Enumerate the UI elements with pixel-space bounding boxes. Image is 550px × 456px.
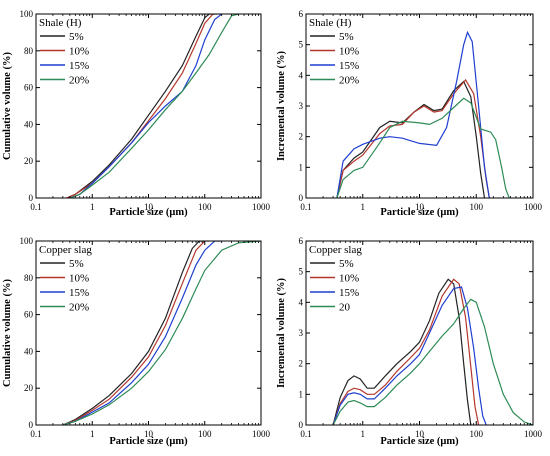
series-line-15pct <box>69 14 223 198</box>
y-tick-label: 60 <box>24 310 34 320</box>
x-tick-label: 1000 <box>524 429 543 439</box>
y-tick-label: 5 <box>299 267 304 277</box>
y-tick-label: 3 <box>299 101 304 111</box>
series-line-10pct <box>332 278 480 425</box>
y-tick-label: 2 <box>299 132 304 142</box>
y-tick-label: 100 <box>20 236 34 246</box>
legend-label: 5% <box>339 31 354 43</box>
legend-label: 20 <box>339 302 351 314</box>
series-line-15pct <box>336 30 490 198</box>
y-tick-label: 0 <box>29 193 34 203</box>
x-tick-label: 1000 <box>524 202 543 212</box>
y-tick-label: 6 <box>299 9 304 19</box>
x-tick-label: 100 <box>198 429 212 439</box>
series-line-15pct <box>332 286 487 425</box>
y-tick-label: 5 <box>299 40 304 50</box>
legend-title: Copper slag <box>39 244 92 256</box>
legend-title: Copper slag <box>309 244 362 256</box>
x-tick-label: 100 <box>198 202 212 212</box>
x-axis-label: Particle size (μm) <box>380 207 459 218</box>
y-tick-label: 4 <box>299 297 304 307</box>
x-tick-label: 100 <box>470 202 484 212</box>
panel-bottom-right: 0.1 1 10 100 1000 0 1 2 3 4 5 6 Particle size (μm) In… <box>276 236 543 447</box>
x-tick-label: 10 <box>415 429 425 439</box>
legend-label: 5% <box>339 258 354 270</box>
x-axis-label: Particle size (μm) <box>380 436 459 447</box>
legend-label: 20% <box>339 75 359 87</box>
y-tick-label: 40 <box>24 346 34 356</box>
y-tick-label: 1 <box>299 389 304 399</box>
series-line-5pct <box>62 241 205 425</box>
y-tick-label: 0 <box>299 193 304 203</box>
x-axis-label: Particle size (μm) <box>109 436 188 447</box>
x-tick-label: 10 <box>415 202 425 212</box>
y-tick-label: 80 <box>24 273 34 283</box>
legend-label: 10% <box>339 46 359 58</box>
x-tick-label: 1000 <box>252 429 271 439</box>
series-line-20 <box>332 298 533 425</box>
y-tick-label: 100 <box>20 9 34 19</box>
x-tick-label: 0.1 <box>300 429 311 439</box>
legend-label: 15% <box>339 60 359 72</box>
series-line-10pct <box>62 241 210 425</box>
y-axis-label: Incremental volume (%) <box>276 50 287 161</box>
y-axis-label: Cumulative volume (%) <box>2 279 13 387</box>
x-tick-label: 0.1 <box>30 202 41 212</box>
x-tick-label: 0.1 <box>30 429 41 439</box>
legend-label: 20% <box>69 302 89 314</box>
series-line-5pct <box>336 80 486 198</box>
x-tick-label: 10 <box>144 202 154 212</box>
legend-label: 5% <box>69 31 84 43</box>
series-line-20pct <box>336 97 510 198</box>
legend-label: 20% <box>69 75 89 87</box>
series-line-5pct <box>66 14 215 198</box>
legend-title: Shale (H) <box>39 17 82 29</box>
y-tick-label: 2 <box>299 359 304 369</box>
x-tick-label: 1 <box>90 202 95 212</box>
y-tick-label: 1 <box>299 162 304 172</box>
y-tick-label: 4 <box>299 70 304 80</box>
series-line-10pct <box>66 14 218 198</box>
x-tick-label: 10 <box>144 429 154 439</box>
x-tick-label: 1 <box>90 429 95 439</box>
x-tick-label: 1 <box>361 429 366 439</box>
legend-label: 10% <box>69 46 89 58</box>
y-tick-label: 60 <box>24 83 34 93</box>
x-tick-label: 0.1 <box>300 202 311 212</box>
legend-label: 15% <box>69 287 89 299</box>
y-tick-label: 80 <box>24 46 34 56</box>
x-tick-label: 1 <box>361 202 366 212</box>
series-line-5pct <box>332 278 472 425</box>
panel-top-left: 0.1 1 10 100 1000 0 20 40 60 80 100 Particle size (… <box>2 9 271 218</box>
y-tick-label: 3 <box>299 328 304 338</box>
series-line-15pct <box>62 241 222 425</box>
y-tick-label: 40 <box>24 119 34 129</box>
legend-label: 10% <box>69 273 89 285</box>
y-tick-label: 20 <box>24 156 34 166</box>
panel-bottom-left: 0.1 1 10 100 1000 0 20 40 60 80 100 Particle size (… <box>2 236 271 447</box>
series-line-20pct <box>69 14 239 198</box>
x-tick-label: 100 <box>470 429 484 439</box>
y-axis-label: Incremental volume (%) <box>276 277 287 388</box>
panel-top-right: 0.1 1 10 100 1000 0 1 2 3 4 5 6 Particle size (μm) In… <box>276 9 543 218</box>
legend-label: 15% <box>339 287 359 299</box>
y-tick-label: 0 <box>29 420 34 430</box>
y-tick-label: 6 <box>299 236 304 246</box>
series-line-10pct <box>336 78 490 198</box>
legend-label: 5% <box>69 258 84 270</box>
x-axis-label: Particle size (μm) <box>109 207 188 218</box>
legend-label: 10% <box>339 273 359 285</box>
series-line-20pct <box>62 241 261 425</box>
y-axis-label: Cumulative volume (%) <box>2 52 13 160</box>
x-tick-label: 1000 <box>252 202 271 212</box>
y-tick-label: 20 <box>24 383 34 393</box>
legend-title: Shale (H) <box>309 17 352 29</box>
legend-label: 15% <box>69 60 89 72</box>
y-tick-label: 0 <box>299 420 304 430</box>
